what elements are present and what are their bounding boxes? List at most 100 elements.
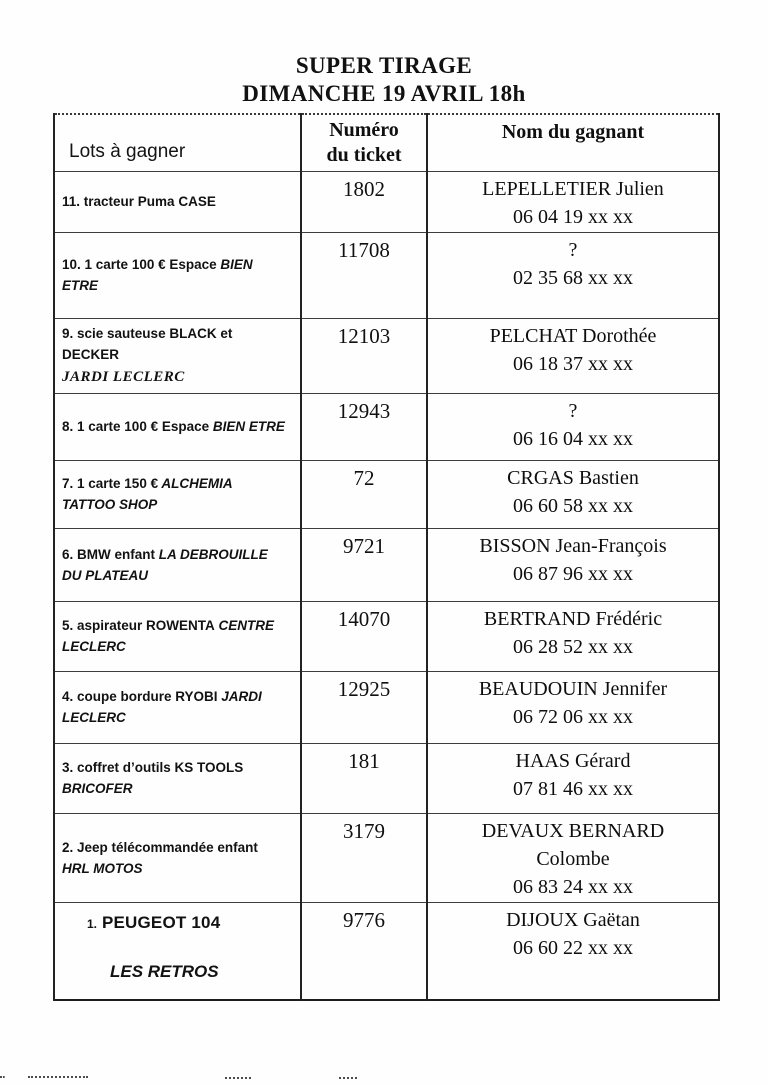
prize-brand: BIEN ETRE (62, 257, 253, 293)
prize-cell: 10. 1 carte 100 € Espace BIEN ETRE (53, 231, 302, 319)
prize-label: PEUGEOT 104 (97, 912, 221, 932)
prize-label: scie sauteuse BLACK et DECKER (62, 326, 233, 362)
prize-brand: HRL MOTOS (62, 860, 143, 876)
winner-name: DIJOUX Gaëtan (506, 908, 640, 931)
ticket-number-cell: 12103 (300, 317, 428, 394)
winner-cell: PELCHAT Dorothée 06 18 37 xx xx (426, 317, 720, 394)
winner-name: BISSON Jean-François (479, 534, 667, 557)
scan-artifact (28, 1076, 88, 1078)
table-row-prize-3: 3. coffret d’outils KS TOOLS BRICOFER 181… (53, 742, 720, 814)
prize-brand: BIEN ETRE (209, 419, 285, 434)
ticket-number-cell: 14070 (300, 600, 428, 672)
prize-number: 5. (62, 618, 74, 633)
winner-phone: 06 18 37 xx xx (513, 352, 633, 375)
scan-artifact (0, 1076, 5, 1078)
winner-phone: 06 83 24 xx xx (513, 875, 633, 898)
ticket-number-cell: 3179 (300, 812, 428, 903)
prize-label: tracteur Puma CASE (80, 194, 216, 209)
winner-name: ? (568, 399, 578, 422)
table-row-prize-7: 7. 1 carte 150 € ALCHEMIA TATTOO SHOP 72 C… (53, 459, 720, 529)
prize-cell: 9. scie sauteuse BLACK et DECKER JARDI L… (53, 317, 302, 394)
table-row-prize-9: 9. scie sauteuse BLACK et DECKER JARDI L… (53, 317, 720, 394)
prize-label: 1 carte 150 € (73, 476, 159, 491)
winner-name: LEPELLETIER Julien (482, 177, 664, 200)
table-row-prize-11: 11. tracteur Puma CASE 1802 LEPELLETIER Ju… (53, 170, 720, 233)
prize-number: 2. (62, 839, 74, 855)
ticket-number-cell: 9721 (300, 527, 428, 602)
scan-artifact (339, 1077, 357, 1079)
prize-label: coffret d’outils KS TOOLS (73, 760, 244, 775)
winner-name: HAAS Gérard (515, 749, 631, 772)
prize-number: 4. (62, 689, 74, 704)
prize-label: coupe bordure RYOBI (73, 689, 218, 704)
winner-phone: 06 72 06 xx xx (513, 705, 633, 728)
ticket-number-cell: 11708 (300, 231, 428, 319)
prize-number: 8. (62, 419, 74, 434)
ticket-number-cell: 12943 (300, 392, 428, 461)
prize-cell: 6. BMW enfant LA DEBROUILLE DU PLATEAU (53, 527, 302, 602)
prize-brand: JARDI LECLERC (62, 369, 185, 385)
winner-name: PELCHAT Dorothée (489, 324, 657, 347)
title-line-2: DIMANCHE 19 AVRIL 18h (242, 81, 526, 106)
prize-cell: 5. aspirateur ROWENTA CENTRE LECLERC (53, 600, 302, 672)
prize-brand: ALCHEMIA TATTOO SHOP (62, 476, 233, 512)
prize-label: BMW enfant (73, 546, 156, 562)
table-row-prize-2: 2. Jeep télécommandée enfant HRL MOTOS 31… (53, 812, 720, 903)
table-row-prize-6: 6. BMW enfant LA DEBROUILLE DU PLATEAU 97… (53, 527, 720, 602)
table-row-prize-8: 8. 1 carte 100 € Espace BIEN ETRE 12943? 0… (53, 392, 720, 461)
winner-cell: LEPELLETIER Julien 06 04 19 xx xx (426, 170, 720, 233)
prize-number: 10. (62, 257, 81, 272)
table-row-prize-10: 10. 1 carte 100 € Espace BIEN ETRE 11708?… (53, 231, 720, 319)
winner-name: BEAUDOUIN Jennifer (478, 677, 668, 700)
prize-label: 1 carte 100 € Espace (73, 419, 210, 434)
header-nom-gagnant: Nom du gagnant (426, 113, 720, 172)
winner-cell: BEAUDOUIN Jennifer 06 72 06 xx xx (426, 670, 720, 744)
prize-cell: 4. coupe bordure RYOBI JARDI LECLERC (53, 670, 302, 744)
prize-number: 3. (62, 760, 74, 775)
title-line-1: SUPER TIRAGE (295, 53, 473, 78)
winner-phone: 06 04 19 xx xx (513, 205, 633, 228)
prize-cell: 8. 1 carte 100 € Espace BIEN ETRE (53, 392, 302, 461)
winner-cell: DIJOUX Gaëtan 06 60 22 xx xx (426, 901, 720, 1001)
prize-number: 9. (62, 326, 74, 341)
winner-phone: 06 87 96 xx xx (513, 562, 633, 585)
winner-cell: CRGAS Bastien 06 60 58 xx xx (426, 459, 720, 529)
winner-phone: 02 35 68 xx xx (513, 266, 633, 289)
header-lots-a-gagner: Lots à gagner (53, 113, 302, 172)
table-row-prize-5: 5. aspirateur ROWENTA CENTRE LECLERC 1407… (53, 600, 720, 672)
winner-phone: 06 60 58 xx xx (513, 494, 633, 517)
winner-cell: ? 02 35 68 xx xx (426, 231, 720, 319)
prize-label: Jeep télécommandée enfant (73, 839, 258, 855)
winner-phone: 07 81 46 xx xx (513, 777, 633, 800)
table-row-prize-4: 4. coupe bordure RYOBI JARDI LECLERC 1292… (53, 670, 720, 744)
header-numero-ticket: Numéro du ticket (300, 113, 428, 172)
prize-brand: LES RETROS (110, 961, 219, 981)
winner-name: ? (568, 238, 578, 261)
results-table: Lots à gagner Numéro du ticket Nom du ga… (53, 113, 720, 1001)
ticket-number-cell: 72 (300, 459, 428, 529)
ticket-number-cell: 181 (300, 742, 428, 814)
winner-cell: ? 06 16 04 xx xx (426, 392, 720, 461)
prize-brand: LA DEBROUILLE DU PLATEAU (62, 546, 268, 583)
winner-phone: 06 16 04 xx xx (513, 427, 633, 450)
header-row: Lots à gagner Numéro du ticket Nom du ga… (53, 113, 720, 172)
winner-cell: DEVAUX BERNARD Colombe 06 83 24 xx xx (426, 812, 720, 903)
prize-number: 7. (62, 476, 74, 491)
winner-cell: BERTRAND Frédéric 06 28 52 xx xx (426, 600, 720, 672)
prize-number: 11. (62, 194, 81, 209)
prize-brand: CENTRE LECLERC (62, 618, 275, 654)
table-row-prize-1: 1. PEUGEOT 104 LES RETROS 9776 DIJOUX Gaët… (53, 901, 720, 1001)
ticket-number-cell: 1802 (300, 170, 428, 233)
prize-cell: 1. PEUGEOT 104 LES RETROS (53, 901, 302, 1001)
ticket-number-cell: 12925 (300, 670, 428, 744)
prize-brand: BRICOFER (62, 781, 133, 796)
prize-cell: 3. coffret d’outils KS TOOLS BRICOFER (53, 742, 302, 814)
prize-cell: 2. Jeep télécommandée enfant HRL MOTOS (53, 812, 302, 903)
winner-phone: 06 60 22 xx xx (513, 936, 633, 959)
winner-cell: HAAS Gérard 07 81 46 xx xx (426, 742, 720, 814)
winner-name: DEVAUX BERNARD Colombe (481, 819, 665, 870)
document-title: SUPER TIRAGE DIMANCHE 19 AVRIL 18h (0, 52, 768, 108)
winner-name: BERTRAND Frédéric (483, 607, 663, 630)
ticket-number-cell: 9776 (300, 901, 428, 1001)
